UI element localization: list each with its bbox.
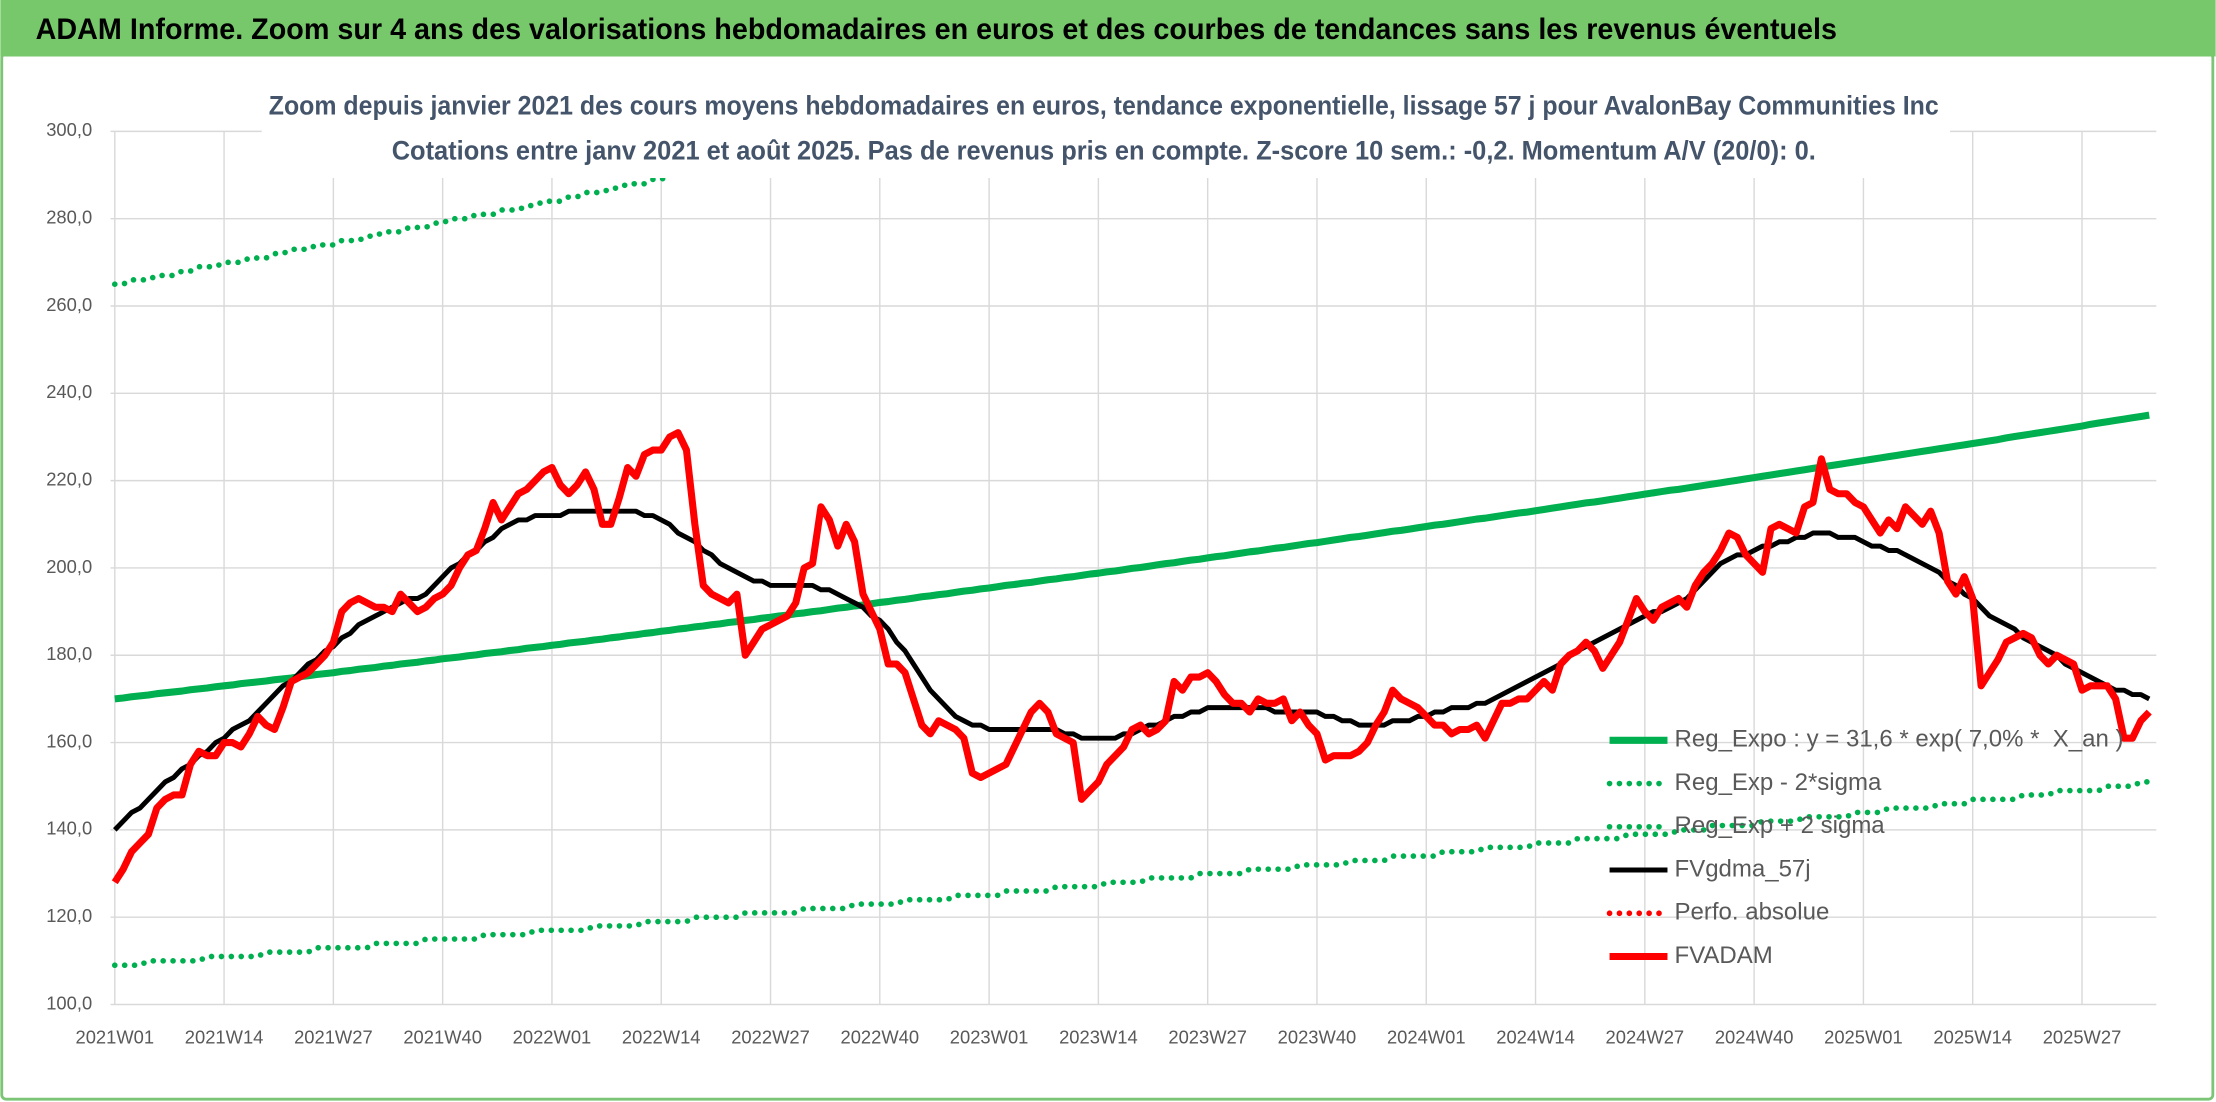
- x-tick-label: 2021W40: [403, 1026, 482, 1047]
- series-line: [111, 779, 2153, 969]
- x-tick-label: 2021W14: [185, 1026, 264, 1047]
- y-tick-label: 120,0: [46, 905, 92, 926]
- grid: [110, 130, 2157, 1006]
- x-tick-label: 2021W27: [294, 1026, 373, 1047]
- legend-label: Reg_Expo : y = 31,6 * exp( 7,0% * X_an ): [1675, 726, 2124, 753]
- x-tick-label: 2025W14: [1933, 1026, 2012, 1047]
- series-line: [111, 124, 942, 288]
- legend-label: Reg_Exp - 2*sigma: [1675, 769, 1882, 796]
- header-title: ADAM Informe. Zoom sur 4 ans des valoris…: [36, 13, 1837, 46]
- x-tick-label: 2023W14: [1059, 1026, 1138, 1047]
- axes: 100,0 120,0 140,0 160,0 180,0 200,0 220,0 240,0…: [46, 119, 2121, 1047]
- y-tick-label: 260,0: [46, 294, 92, 315]
- x-tick-label: 2023W01: [950, 1026, 1029, 1047]
- legend-label: Perfo. absolue: [1675, 899, 1830, 926]
- plot: [111, 124, 2153, 969]
- y-tick-label: 220,0: [46, 468, 92, 489]
- chart-subtitle: Cotations entre janv 2021 et août 2025. …: [392, 136, 1816, 166]
- y-tick-label: 200,0: [46, 556, 92, 577]
- x-tick-label: 2023W40: [1278, 1026, 1357, 1047]
- x-tick-label: 2025W01: [1824, 1026, 1903, 1047]
- x-tick-label: 2021W01: [75, 1026, 154, 1047]
- x-tick-label: 2022W14: [622, 1026, 701, 1047]
- y-tick-label: 300,0: [46, 119, 92, 140]
- y-tick-label: 140,0: [46, 818, 92, 839]
- title-box: [261, 84, 1951, 179]
- x-tick-label: 2022W27: [731, 1026, 810, 1047]
- x-tick-label: 2022W01: [513, 1026, 592, 1047]
- y-tick-label: 100,0: [46, 992, 92, 1013]
- legend-label: FVADAM: [1675, 942, 1773, 969]
- y-tick-label: 240,0: [46, 381, 92, 402]
- x-tick-label: 2024W40: [1715, 1026, 1794, 1047]
- x-tick-label: 2022W40: [841, 1026, 920, 1047]
- y-tick-label: 180,0: [46, 643, 92, 664]
- legend-label: FVgdma_57j: [1675, 855, 1811, 882]
- y-tick-label: 280,0: [46, 207, 92, 228]
- x-tick-label: 2024W14: [1496, 1026, 1575, 1047]
- x-tick-label: 2023W27: [1168, 1026, 1247, 1047]
- series-line: [111, 429, 2152, 885]
- legend: Reg_Expo : y = 31,6 * exp( 7,0% * X_an )…: [1606, 726, 2124, 969]
- series-line: [114, 411, 2150, 703]
- chart-title: Zoom depuis janvier 2021 des cours moyen…: [269, 90, 1939, 120]
- x-tick-label: 2024W27: [1606, 1026, 1685, 1047]
- x-tick-label: 2024W01: [1387, 1026, 1466, 1047]
- x-tick-label: 2025W27: [2043, 1026, 2122, 1047]
- legend-label: Reg_Exp + 2 sigma: [1675, 812, 1886, 839]
- y-tick-label: 160,0: [46, 730, 92, 751]
- header-bar: [0, 0, 2216, 57]
